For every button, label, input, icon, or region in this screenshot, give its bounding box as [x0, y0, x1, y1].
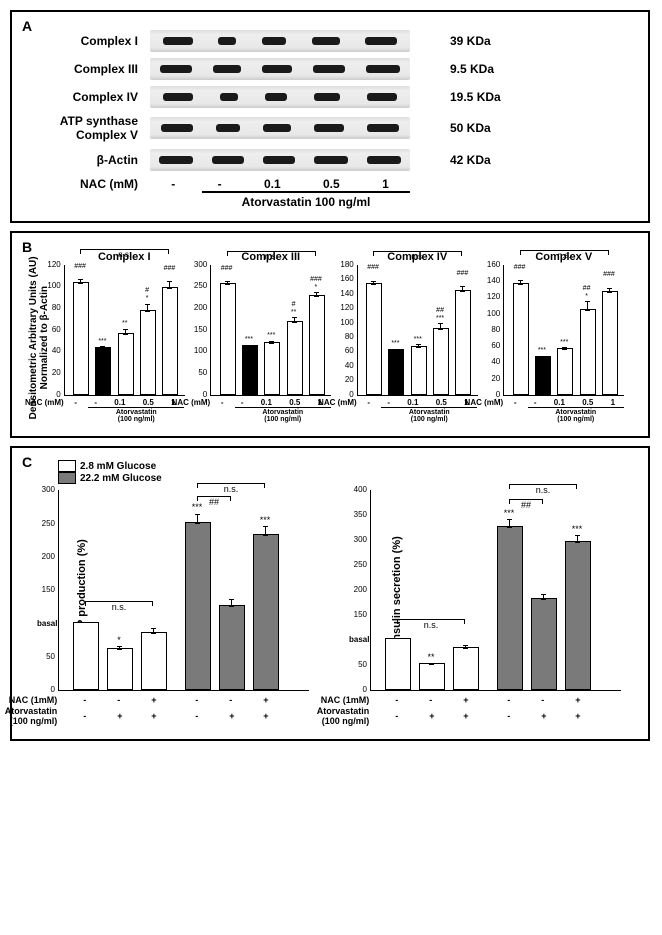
bar-chart: Complex V020406080100120140160###******#…: [496, 251, 633, 424]
panel-a: A Complex I39 KDaComplex III9.5 KDaCompl…: [10, 10, 650, 223]
nac-treatment-row: NAC (mM) --0.10.51: [28, 177, 632, 191]
bar: [185, 522, 211, 691]
bar: [219, 605, 245, 690]
panel-c-charts: ATP production (%)050basal150200250300**…: [28, 490, 632, 727]
bar: [309, 295, 325, 395]
legend-item: 2.8 mM Glucose: [58, 460, 632, 472]
blot-lane-image: [150, 58, 410, 80]
atorvastatin-label: Atorvastatin(100 ng/ml): [528, 407, 624, 424]
panel-c: C 2.8 mM Glucose22.2 mM Glucose ATP prod…: [10, 446, 650, 741]
chart-plot-area: Insulin secretion (%)050basal15020025030…: [370, 490, 621, 691]
chart-plot-area: 020406080100120###*****#*###n.s.: [64, 265, 185, 396]
bar: [95, 347, 111, 395]
bar: [253, 534, 279, 691]
bar: [73, 622, 99, 691]
bar: [580, 309, 596, 395]
bar: [162, 287, 178, 395]
bar: [118, 333, 134, 395]
bar: [388, 349, 404, 394]
chart-plot-area: 050100150200250300###******#**###*n.s.: [210, 265, 331, 396]
molecular-weight: 19.5 KDa: [450, 90, 530, 104]
chart-plot-area: 020406080100120140160180###******##***##…: [357, 265, 478, 396]
molecular-weight: 39 KDa: [450, 34, 530, 48]
atorvastatin-label: Atorvastatin 100 ng/ml: [202, 191, 410, 209]
blot-row-label: Complex III: [28, 62, 150, 76]
blot-lane-image: [150, 117, 410, 139]
blot-row-label: Complex I: [28, 34, 150, 48]
bar: [141, 632, 167, 691]
bar: [531, 598, 557, 690]
bar: [419, 663, 445, 690]
molecular-weight: 9.5 KDa: [450, 62, 530, 76]
blot-row-label: β-Actin: [28, 153, 150, 167]
nac-label: NAC (mM): [28, 177, 150, 191]
bar: [366, 283, 382, 395]
bar: [455, 290, 471, 395]
blot-lane-image: [150, 149, 410, 171]
blot-row-label: Complex IV: [28, 90, 150, 104]
bar: [140, 310, 156, 394]
chart-plot-area: ATP production (%)050basal150200250300**…: [58, 490, 309, 691]
bar: [385, 638, 411, 690]
bar: [535, 356, 551, 395]
bar: [602, 291, 618, 395]
molecular-weight: 42 KDa: [450, 153, 530, 167]
western-blot: Complex I 39 KDa Complex III 9.5 KDa Complex…: [28, 30, 632, 171]
atorvastatin-label: Atorvastatin(100 ng/ml): [88, 407, 184, 424]
blot-lane-image: [150, 30, 410, 52]
nac-values: --0.10.51: [150, 177, 410, 191]
bar: [433, 328, 449, 395]
legend-item: 22.2 mM Glucose: [58, 472, 632, 484]
bar: [73, 282, 89, 395]
panel-b: B Densitometric Arbitrary Units (AU)Norm…: [10, 231, 650, 438]
panel-c-label: C: [22, 454, 32, 470]
panel-a-label: A: [22, 18, 32, 34]
bar: [453, 647, 479, 691]
bar-chart: ATP production (%)050basal150200250300**…: [28, 490, 320, 727]
bar: [242, 345, 258, 395]
blot-row-label: ATP synthaseComplex V: [28, 114, 150, 143]
bar: [565, 541, 591, 691]
atorvastatin-label: Atorvastatin(100 ng/ml): [235, 407, 331, 424]
bar: [513, 283, 529, 395]
bar: [287, 321, 303, 395]
bar: [107, 648, 133, 690]
molecular-weight: 50 KDa: [450, 121, 530, 135]
panel-b-charts: Complex I020406080100120###*****#*###n.s…: [56, 251, 632, 424]
bar: [557, 348, 573, 395]
atorvastatin-label: Atorvastatin(100 ng/ml): [381, 407, 477, 424]
bar: [264, 342, 280, 395]
bar-chart: Insulin secretion (%)050basal15020025030…: [340, 490, 632, 727]
panel-c-legend: 2.8 mM Glucose22.2 mM Glucose: [58, 460, 632, 484]
chart-plot-area: 020406080100120140160###******##*###n.s.: [503, 265, 624, 396]
blot-lane-image: [150, 86, 410, 108]
bar: [497, 526, 523, 691]
bar: [220, 283, 236, 395]
bar: [411, 346, 427, 395]
